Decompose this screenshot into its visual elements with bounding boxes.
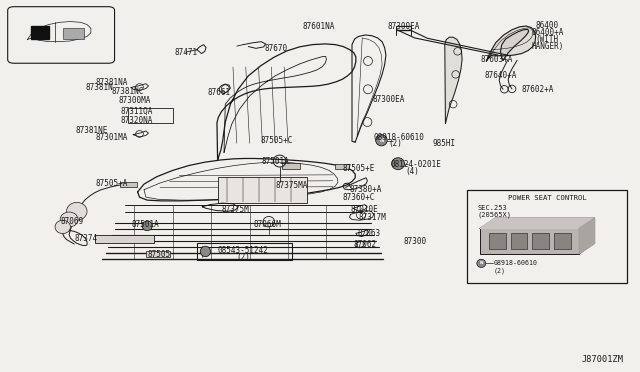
Text: 87381NC: 87381NC bbox=[112, 87, 144, 96]
Ellipse shape bbox=[376, 135, 387, 146]
Bar bbox=[532, 233, 549, 249]
Text: 87505: 87505 bbox=[147, 250, 170, 259]
Text: 87360+C: 87360+C bbox=[342, 193, 374, 202]
Text: 87010E: 87010E bbox=[351, 205, 379, 214]
Bar bbox=[63, 28, 84, 39]
Text: 87063: 87063 bbox=[357, 229, 380, 238]
Text: 87505+C: 87505+C bbox=[260, 136, 292, 145]
Text: J87001ZM: J87001ZM bbox=[582, 355, 624, 364]
Text: 08918-60610: 08918-60610 bbox=[494, 260, 538, 266]
Bar bbox=[489, 233, 506, 249]
Bar bbox=[554, 233, 571, 249]
Bar bbox=[197, 243, 292, 260]
Text: 86400: 86400 bbox=[536, 21, 559, 30]
Text: 87381NE: 87381NE bbox=[76, 126, 108, 135]
Bar bbox=[31, 26, 49, 39]
Bar bbox=[480, 228, 579, 254]
Text: 08124-0201E: 08124-0201E bbox=[390, 160, 442, 169]
Bar bbox=[120, 182, 137, 187]
Text: POWER SEAT CONTROL: POWER SEAT CONTROL bbox=[508, 195, 587, 201]
Text: 08918-60610: 08918-60610 bbox=[374, 133, 425, 142]
Text: (20565X): (20565X) bbox=[477, 211, 511, 218]
Text: 87300EA: 87300EA bbox=[372, 95, 404, 104]
Text: 87381NA: 87381NA bbox=[96, 78, 128, 87]
Text: 08543-51242: 08543-51242 bbox=[218, 246, 269, 255]
Text: 87375MA: 87375MA bbox=[275, 181, 307, 190]
Bar bbox=[146, 251, 170, 257]
Bar bbox=[282, 163, 300, 169]
Ellipse shape bbox=[477, 259, 486, 267]
Ellipse shape bbox=[392, 158, 404, 170]
Text: 87300: 87300 bbox=[403, 237, 426, 246]
Polygon shape bbox=[579, 218, 595, 254]
Ellipse shape bbox=[142, 221, 152, 231]
Ellipse shape bbox=[67, 202, 87, 220]
Ellipse shape bbox=[55, 220, 70, 234]
Text: SEC.253: SEC.253 bbox=[477, 205, 507, 211]
Text: 87301MA: 87301MA bbox=[96, 133, 128, 142]
Text: 87300MA: 87300MA bbox=[118, 96, 150, 105]
Text: 87505+A: 87505+A bbox=[96, 179, 128, 188]
Text: 87471: 87471 bbox=[174, 48, 197, 57]
Text: 87602+A: 87602+A bbox=[522, 85, 554, 94]
Text: 87375M: 87375M bbox=[221, 205, 250, 214]
Text: 87505+E: 87505+E bbox=[342, 164, 374, 173]
Bar bbox=[467, 190, 627, 283]
Text: 87670: 87670 bbox=[265, 44, 288, 53]
Text: N: N bbox=[380, 138, 383, 143]
Bar bbox=[95, 235, 154, 243]
Ellipse shape bbox=[60, 212, 78, 227]
Text: 86400+A: 86400+A bbox=[531, 28, 563, 37]
Text: (2): (2) bbox=[494, 267, 506, 274]
Text: (2): (2) bbox=[388, 139, 403, 148]
Text: 87374: 87374 bbox=[75, 234, 98, 243]
Ellipse shape bbox=[200, 246, 211, 257]
Text: 87381N: 87381N bbox=[85, 83, 113, 92]
Text: 87317M: 87317M bbox=[358, 213, 387, 222]
Text: 87320NA: 87320NA bbox=[120, 116, 152, 125]
Text: HANGER): HANGER) bbox=[531, 42, 563, 51]
Text: 87603+A: 87603+A bbox=[481, 55, 513, 64]
Text: 87640+A: 87640+A bbox=[484, 71, 516, 80]
Text: 87062: 87062 bbox=[354, 240, 377, 249]
Bar bbox=[511, 233, 527, 249]
Text: 87501A: 87501A bbox=[131, 220, 159, 229]
Text: 87661: 87661 bbox=[207, 88, 230, 97]
Text: (WITH: (WITH bbox=[536, 35, 559, 44]
Polygon shape bbox=[500, 29, 529, 60]
Text: 87069: 87069 bbox=[61, 217, 84, 226]
Text: 87066M: 87066M bbox=[253, 220, 281, 229]
Bar bbox=[128, 108, 173, 123]
Bar bbox=[218, 177, 307, 203]
Text: (4): (4) bbox=[406, 167, 420, 176]
Text: 985HI: 985HI bbox=[433, 139, 456, 148]
Text: 87300EA: 87300EA bbox=[387, 22, 419, 31]
Text: 87311QA: 87311QA bbox=[120, 107, 152, 116]
Text: (2): (2) bbox=[236, 253, 250, 262]
Text: 87601NA: 87601NA bbox=[303, 22, 335, 31]
Text: 87380+A: 87380+A bbox=[349, 185, 381, 194]
Polygon shape bbox=[486, 26, 536, 61]
Bar bbox=[335, 164, 349, 169]
Polygon shape bbox=[445, 37, 462, 124]
Text: N: N bbox=[479, 262, 483, 265]
Polygon shape bbox=[480, 218, 595, 228]
Text: 87501A: 87501A bbox=[261, 157, 289, 166]
